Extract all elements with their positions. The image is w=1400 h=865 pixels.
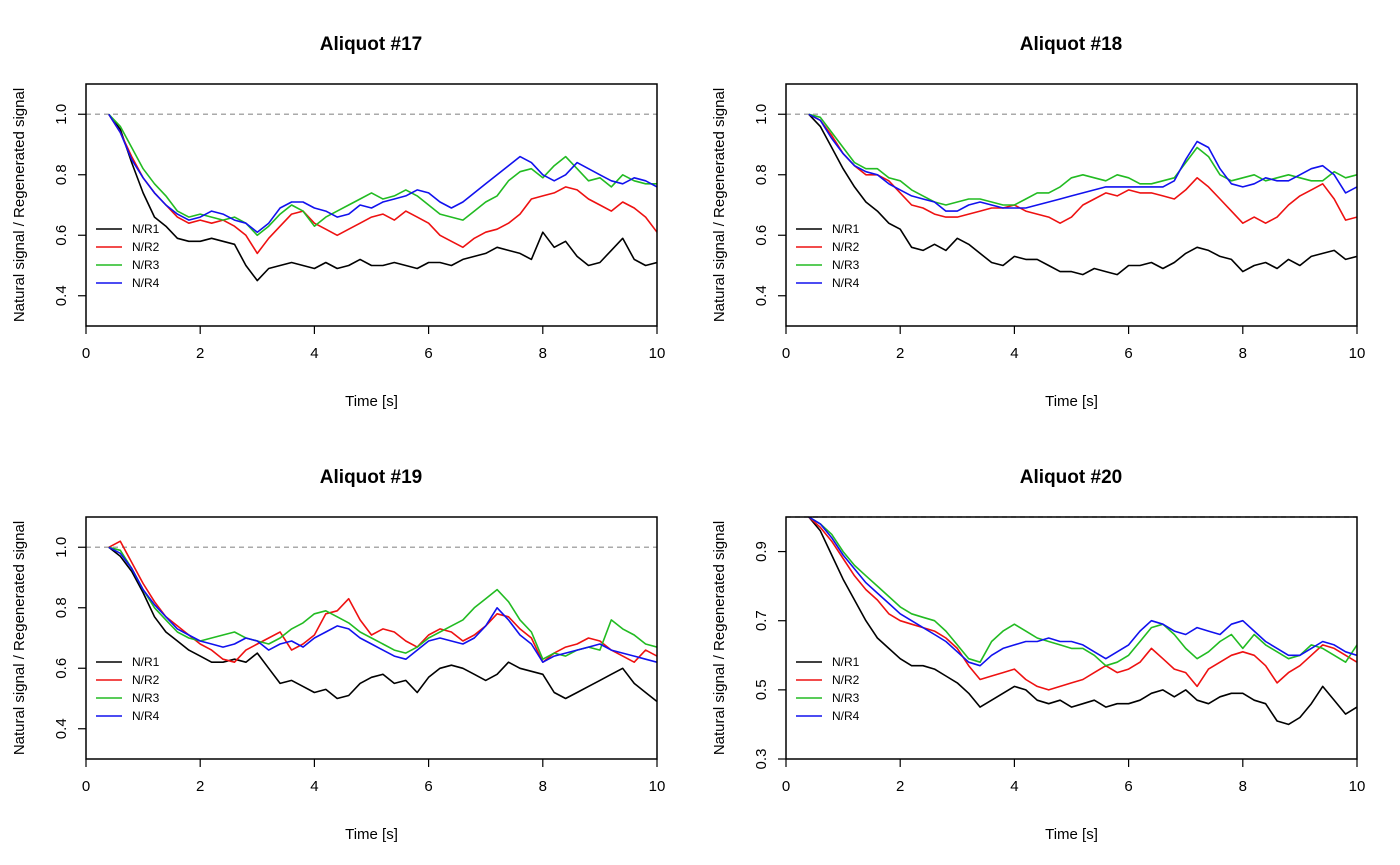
legend-label-nr3: N/R3 xyxy=(832,258,860,272)
x-tick-label: 8 xyxy=(1239,778,1247,795)
series-line-nr2 xyxy=(808,517,1357,691)
y-tick-label: 0.7 xyxy=(753,610,770,631)
x-tick-label: 6 xyxy=(424,778,432,795)
plot-frame xyxy=(85,83,658,327)
y-axis-label: Natural signal / Regenerated signal xyxy=(711,521,728,755)
legend-label-nr1: N/R1 xyxy=(832,655,860,669)
x-tick-label: 6 xyxy=(1124,345,1132,362)
series-line-nr1 xyxy=(808,517,1357,726)
y-axis-label: Natural signal / Regenerated signal xyxy=(11,521,28,755)
legend: N/R1 N/R2 N/R3 N/R4 xyxy=(96,655,160,723)
legend-label-nr4: N/R4 xyxy=(132,709,160,723)
plot-frame xyxy=(85,516,658,760)
x-tick-label: 8 xyxy=(1239,345,1247,362)
plot-frame xyxy=(785,83,1358,327)
y-tick-label: 0.8 xyxy=(53,164,70,185)
chart-panel-2: Aliquot #18 0 2 4 6 8 10 0.4 0.6 0.8 1.0 Time [s] Na… xyxy=(711,34,1365,410)
chart-title: Aliquot #19 xyxy=(320,467,422,488)
x-tick-label: 0 xyxy=(782,778,790,795)
x-tick-label: 2 xyxy=(896,345,904,362)
x-tick-label: 10 xyxy=(1349,778,1366,795)
x-tick-label: 4 xyxy=(1010,778,1018,795)
legend-label-nr2: N/R2 xyxy=(132,673,160,687)
x-tick-label: 6 xyxy=(1124,778,1132,795)
legend: N/R1 N/R2 N/R3 N/R4 xyxy=(796,655,860,723)
legend-label-nr3: N/R3 xyxy=(132,258,160,272)
chart-title: Aliquot #20 xyxy=(1020,467,1122,488)
y-tick-label: 0.4 xyxy=(53,285,70,306)
y-tick-label: 0.5 xyxy=(753,679,770,700)
legend: N/R1 N/R2 N/R3 N/R4 xyxy=(796,222,860,290)
chart-title: Aliquot #17 xyxy=(320,34,422,55)
x-tick-label: 10 xyxy=(649,345,666,362)
series-line-nr4 xyxy=(808,517,1357,667)
y-tick-label: 0.6 xyxy=(53,658,70,679)
legend: N/R1 N/R2 N/R3 N/R4 xyxy=(96,222,160,290)
x-tick-label: 0 xyxy=(82,778,90,795)
y-axis-label: Natural signal / Regenerated signal xyxy=(11,88,28,322)
legend-label-nr3: N/R3 xyxy=(132,691,160,705)
x-axis-label: Time [s] xyxy=(1045,393,1098,410)
series-line-nr4 xyxy=(108,546,657,664)
plot-frame xyxy=(785,516,1358,760)
series-line-nr1 xyxy=(808,113,1357,276)
y-tick-label: 0.6 xyxy=(753,225,770,246)
x-tick-label: 10 xyxy=(1349,345,1366,362)
y-tick-label: 0.4 xyxy=(753,285,770,306)
series-line-nr3 xyxy=(108,113,657,237)
chart-panel-1: Aliquot #17 0 2 4 6 8 10 0.4 0.6 0.8 1.0 Time [s] Na… xyxy=(11,34,665,410)
x-tick-label: 10 xyxy=(649,778,666,795)
x-axis-label: Time [s] xyxy=(1045,826,1098,843)
y-tick-label: 1.0 xyxy=(753,104,770,125)
y-axis-label: Natural signal / Regenerated signal xyxy=(711,88,728,322)
y-tick-label: 0.4 xyxy=(53,718,70,739)
x-tick-label: 2 xyxy=(896,778,904,795)
series-line-nr2 xyxy=(108,540,657,664)
y-tick-label: 0.8 xyxy=(753,164,770,185)
legend-label-nr1: N/R1 xyxy=(832,222,860,236)
legend-label-nr4: N/R4 xyxy=(832,276,860,290)
series-line-nr3 xyxy=(808,113,1357,206)
series-line-nr1 xyxy=(108,546,657,703)
series-line-nr1 xyxy=(108,113,657,282)
series-line-nr3 xyxy=(108,546,657,661)
x-tick-label: 6 xyxy=(424,345,432,362)
x-tick-label: 2 xyxy=(196,345,204,362)
legend-label-nr3: N/R3 xyxy=(832,691,860,705)
legend-label-nr2: N/R2 xyxy=(132,240,160,254)
y-tick-label: 0.9 xyxy=(753,541,770,562)
y-tick-label: 0.6 xyxy=(53,225,70,246)
series-line-nr4 xyxy=(108,113,657,233)
x-tick-label: 0 xyxy=(82,345,90,362)
x-tick-label: 0 xyxy=(782,345,790,362)
x-tick-label: 2 xyxy=(196,778,204,795)
y-tick-label: 1.0 xyxy=(53,537,70,558)
series-line-nr3 xyxy=(808,517,1357,667)
x-tick-label: 4 xyxy=(1010,345,1018,362)
legend-label-nr4: N/R4 xyxy=(832,709,860,723)
x-tick-label: 8 xyxy=(539,778,547,795)
chart-title: Aliquot #18 xyxy=(1020,34,1122,55)
x-axis-label: Time [s] xyxy=(345,393,398,410)
legend-label-nr2: N/R2 xyxy=(832,673,860,687)
x-tick-label: 4 xyxy=(310,345,318,362)
y-tick-label: 1.0 xyxy=(53,104,70,125)
legend-label-nr4: N/R4 xyxy=(132,276,160,290)
x-axis-label: Time [s] xyxy=(345,826,398,843)
legend-label-nr1: N/R1 xyxy=(132,222,160,236)
chart-panel-3: Aliquot #19 0 2 4 6 8 10 0.4 0.6 0.8 1.0 Time [s] Na… xyxy=(11,467,665,843)
series-line-nr4 xyxy=(808,113,1357,212)
series-line-nr2 xyxy=(808,113,1357,224)
chart-panel-4: Aliquot #20 0 2 4 6 8 10 0.3 0.5 0.7 0.9 Time [s] Na… xyxy=(711,467,1365,843)
series-line-nr2 xyxy=(108,113,657,255)
legend-label-nr2: N/R2 xyxy=(832,240,860,254)
x-tick-label: 4 xyxy=(310,778,318,795)
x-tick-label: 8 xyxy=(539,345,547,362)
y-tick-label: 0.3 xyxy=(753,749,770,770)
legend-label-nr1: N/R1 xyxy=(132,655,160,669)
y-tick-label: 0.8 xyxy=(53,597,70,618)
